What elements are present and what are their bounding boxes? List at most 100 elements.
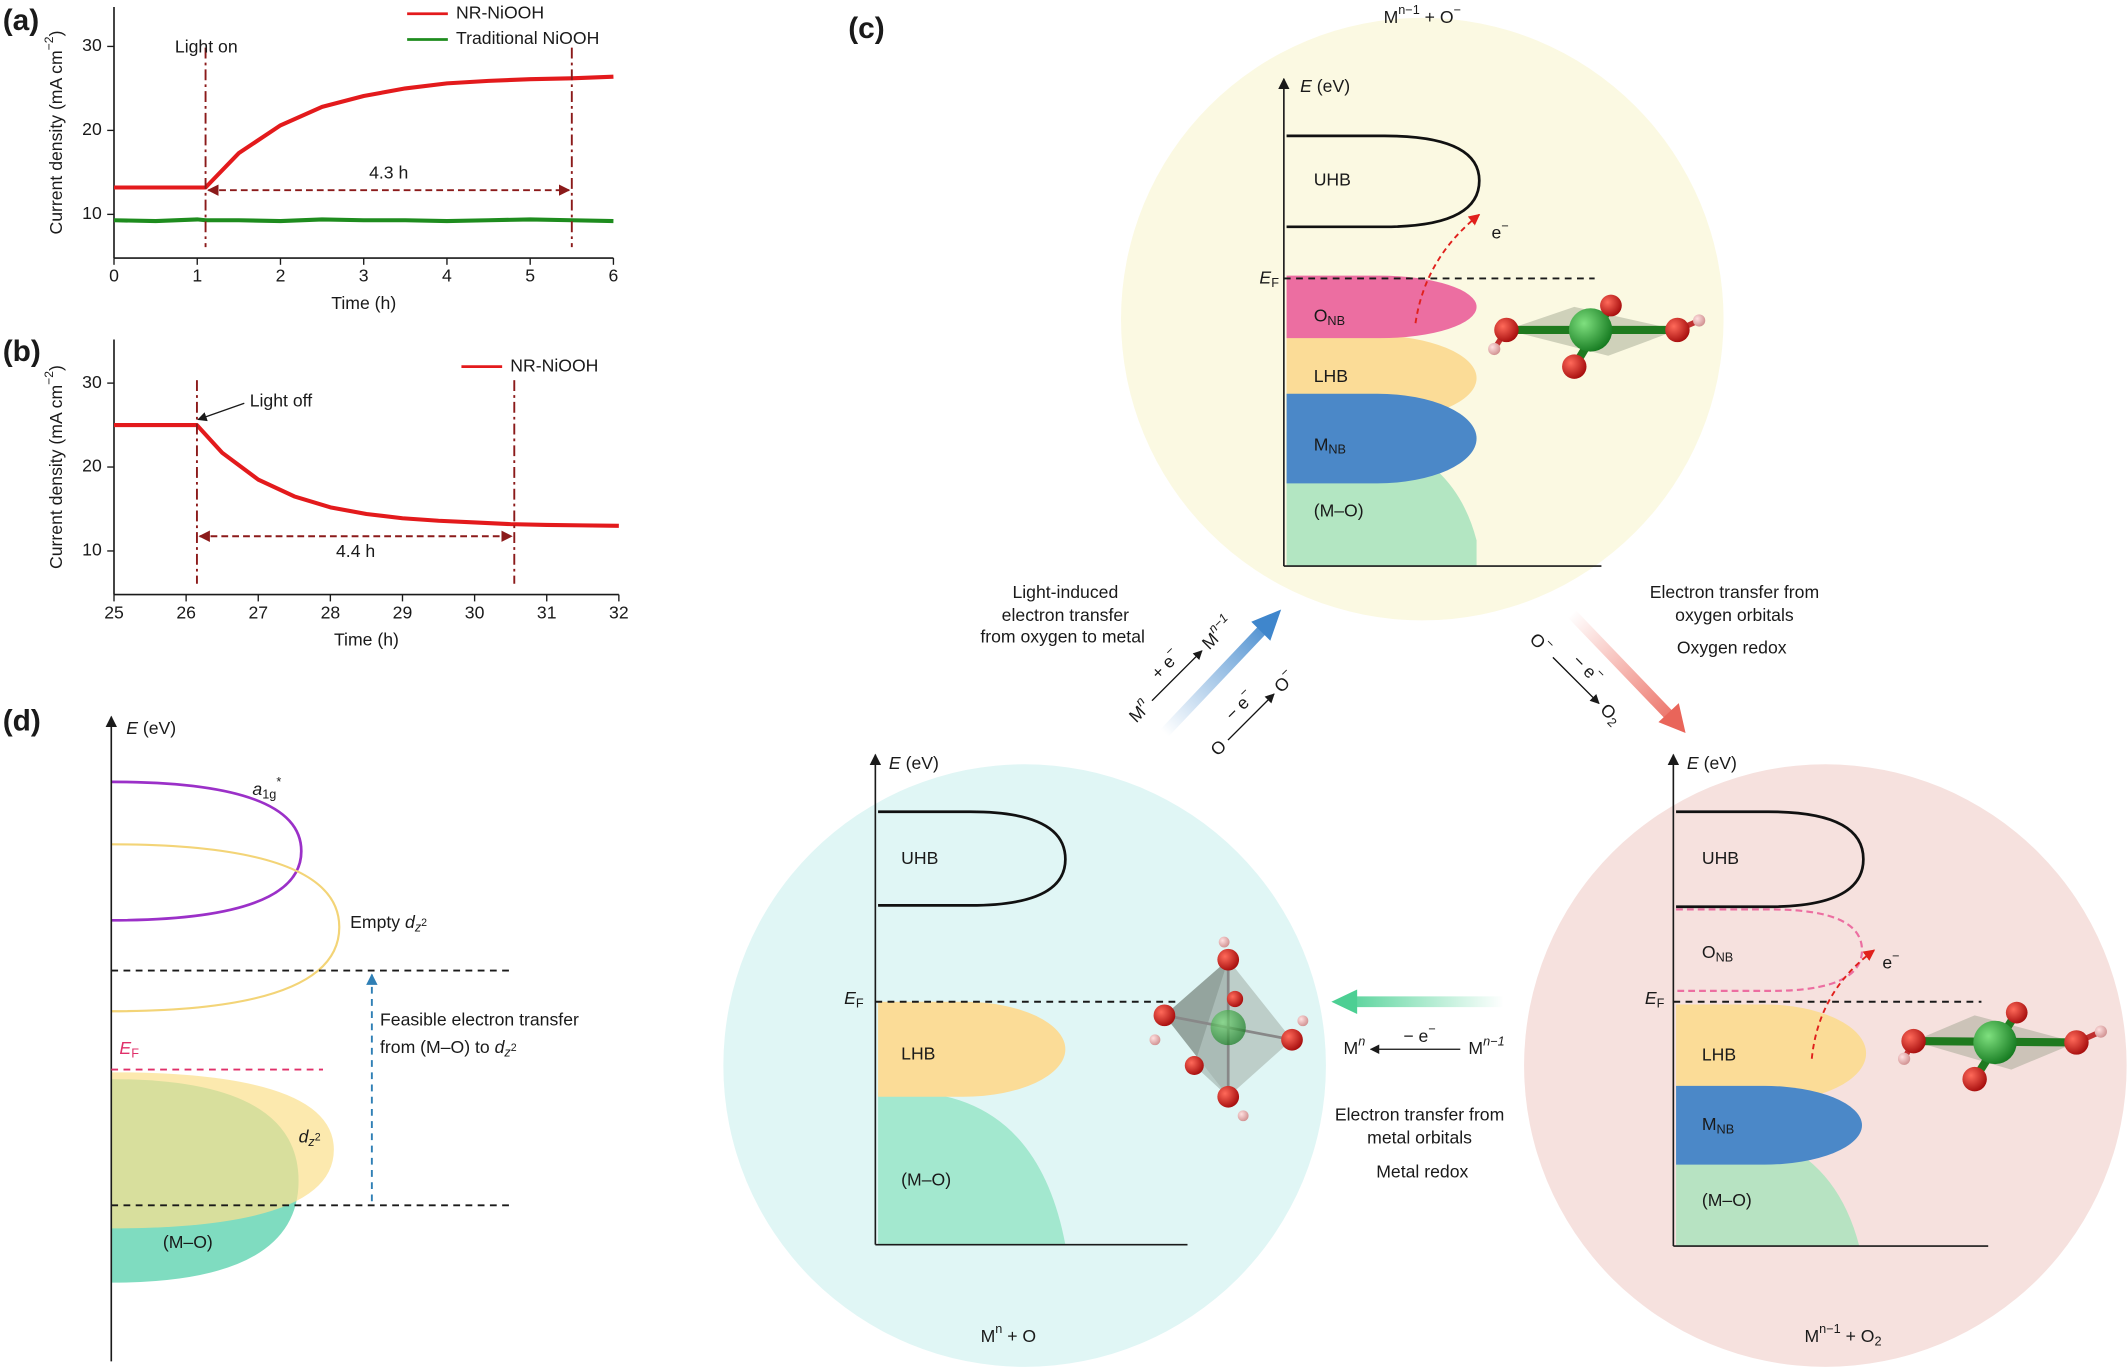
text-part: + O [1002, 1326, 1036, 1346]
electron-label: e− [1882, 949, 1899, 972]
band-label: (M–O) [163, 1232, 213, 1252]
x-tick-label: 5 [525, 266, 535, 286]
electron-label: e− [1492, 219, 1509, 242]
shape [1237, 1110, 1249, 1122]
text-part: d [299, 1126, 310, 1146]
band-label: (M–O) [901, 1170, 951, 1190]
text-part: 2 [1874, 1335, 1881, 1349]
annotation-pointer [197, 402, 245, 422]
shape [1665, 317, 1690, 343]
reactant: O [1206, 736, 1230, 760]
shape [1693, 314, 1706, 327]
x-tick-label: 6 [609, 266, 619, 286]
state-caption: Mn−1 + O− [1384, 3, 1461, 26]
shape [1297, 1015, 1309, 1027]
text-part: M [1314, 434, 1329, 454]
text-part: Current density (mA cm [46, 50, 66, 234]
axis-label: E (eV) [126, 718, 176, 738]
band-mo [878, 1091, 1066, 1245]
text-part: NB [1328, 443, 1346, 457]
text-part: M [1702, 1114, 1717, 1134]
band-uhb [1286, 134, 1481, 229]
band-label: UHB [901, 848, 938, 868]
text-part: O [1314, 305, 1328, 325]
text-part: n−1 [1398, 3, 1420, 17]
charts: (a) 0 1 2 3 4 5 6 10 20 30 Time (h) Current density … [3, 2, 629, 649]
panel-label: (d) [3, 704, 41, 737]
text-part: E [126, 718, 138, 738]
text-part: a [252, 779, 262, 799]
band-mnb [1286, 393, 1477, 484]
axis-label: E (eV) [1300, 76, 1350, 96]
band-onb [1676, 908, 1864, 992]
x-axis-label: Time (h) [331, 293, 396, 313]
transfer-text: from (M–O) to dz2 [380, 1037, 517, 1060]
text-part: E [1300, 76, 1312, 96]
shape [1210, 1009, 1246, 1046]
text-part: F [1271, 276, 1279, 290]
y-axis-label: Current density (mA cm−2) [42, 31, 65, 235]
shape [2064, 1030, 2089, 1055]
band-diagram-left: E (eV) UHB EF LHB (M–O) Mn + O [844, 753, 1309, 1346]
band-dz2 [111, 1072, 334, 1229]
text-part: z [414, 921, 422, 935]
y-axis-label: Current density (mA cm−2) [42, 365, 65, 569]
y-tick-label: 30 [82, 35, 102, 55]
data-line [114, 423, 619, 528]
text-part: F [856, 997, 864, 1011]
band-mnb [1676, 1085, 1862, 1165]
transition-text: oxygen orbitals [1675, 605, 1794, 625]
state-caption: Mn + O [981, 1323, 1037, 1346]
band-label: MNB [1702, 1114, 1734, 1137]
shape [1153, 1004, 1176, 1027]
text-part: − [1454, 3, 1461, 17]
panel-label: (b) [3, 335, 41, 368]
y-tick-label: 10 [82, 203, 102, 223]
band-label: ONB [1702, 942, 1733, 965]
fermi-label: EF [1645, 988, 1665, 1011]
text-part: 2 [315, 1131, 321, 1143]
transition-text: metal orbitals [1367, 1127, 1472, 1147]
band-label: MNB [1314, 434, 1346, 457]
text-part: E [844, 988, 856, 1008]
product: Mn [1344, 1035, 1366, 1058]
reaction: O− − e− O2 [1526, 626, 1620, 731]
y-tick-label: 30 [82, 372, 102, 392]
text-part: − [1892, 949, 1899, 963]
x-tick-label: 1 [192, 266, 202, 286]
transition-metal: Mn − e− Mn−1 Electron transfer from meta… [1331, 989, 1505, 1181]
reactant: O− [1526, 626, 1557, 657]
shape [1494, 317, 1519, 343]
text-part: M [1468, 1038, 1483, 1058]
panel-label: (c) [848, 12, 884, 45]
text-part: z [503, 1046, 511, 1060]
shape [1217, 948, 1240, 971]
orbital-label: Empty dz2 [350, 912, 427, 935]
electron-path [1810, 949, 1876, 1059]
text-part: n−1 [1483, 1035, 1505, 1049]
shape [1218, 936, 1230, 948]
axis-label: E (eV) [1687, 753, 1737, 773]
x-tick-label: 4 [442, 266, 452, 286]
x-tick-label: 30 [465, 602, 485, 622]
text-part: NB [1327, 314, 1345, 328]
annotation: 4.3 h [369, 163, 408, 183]
shape [2005, 1001, 2028, 1024]
reaction-arrow [1227, 693, 1275, 741]
band-label: UHB [1314, 169, 1351, 189]
shape [1149, 1034, 1161, 1046]
x-tick-label: 25 [104, 602, 124, 622]
y-tick-label: 20 [82, 119, 102, 139]
annotation: Light on [175, 36, 238, 56]
text-part: ) [46, 31, 66, 37]
shape [1228, 959, 1292, 1097]
reactant: Mn−1 [1468, 1035, 1504, 1058]
text-part: (eV) [1312, 76, 1350, 96]
transition-arrow [1567, 609, 1674, 720]
band-label: (M–O) [1314, 500, 1364, 520]
band-onb [1286, 275, 1477, 339]
text-part: d [495, 1037, 506, 1057]
reaction-arrow [1552, 656, 1600, 705]
x-tick-label: 27 [248, 602, 268, 622]
panel-c: (c) E (eV) UHB EF ONB LHB MNB (M–O) e− M… [723, 3, 2127, 1367]
